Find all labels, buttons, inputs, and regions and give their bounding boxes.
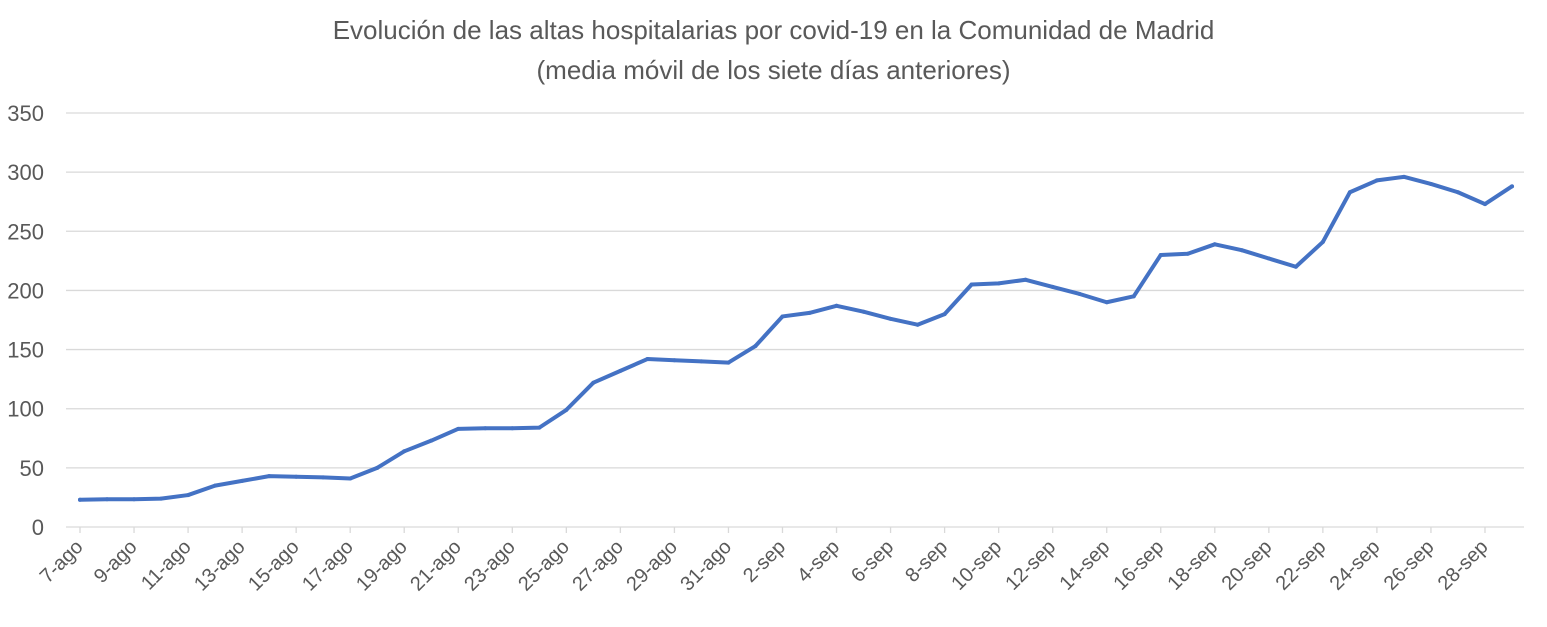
data-point (105, 497, 110, 502)
x-axis-ticks: 7-ago 9-ago11-ago13-ago15-ago17-ago19-ago… (36, 527, 1493, 596)
data-point (1266, 256, 1271, 261)
data-point (1401, 174, 1406, 179)
chart-subtitle: (media móvil de los siete días anteriore… (536, 55, 1011, 85)
data-point (888, 316, 893, 321)
chart-title: Evolución de las altas hospitalarias por… (332, 15, 1215, 45)
y-tick-label: 0 (32, 515, 44, 540)
series-layer (78, 174, 1514, 502)
x-tick-label: 25-ago (514, 536, 574, 596)
data-point (456, 426, 461, 431)
data-point (186, 493, 191, 498)
data-point (132, 497, 137, 502)
data-point (402, 449, 407, 454)
data-point (375, 465, 380, 470)
x-tick-label: 14-sep (1055, 536, 1114, 595)
data-point (591, 380, 596, 385)
x-tick-label: 15-ago (244, 536, 304, 596)
data-point (1347, 190, 1352, 195)
data-point (429, 438, 434, 443)
x-tick-label: 8-sep (901, 536, 952, 587)
x-tick-label: 21-ago (406, 536, 466, 596)
data-point (672, 358, 677, 363)
data-point (699, 359, 704, 364)
series-line-0 (78, 174, 1514, 502)
x-tick-label: 20-sep (1218, 536, 1277, 595)
data-point (213, 483, 218, 488)
data-point (1023, 277, 1028, 282)
y-tick-label: 150 (7, 338, 44, 363)
x-tick-label: 28-sep (1434, 536, 1493, 595)
x-tick-label: 13-ago (190, 536, 250, 596)
data-point (1077, 291, 1082, 296)
x-tick-label: 12-sep (1001, 536, 1060, 595)
data-point (1374, 178, 1379, 183)
data-point (1131, 294, 1136, 299)
data-point (510, 426, 515, 431)
data-point (726, 360, 731, 365)
data-point (861, 309, 866, 314)
gridlines (66, 112, 1524, 528)
data-point (1293, 264, 1298, 269)
x-tick-label: 31-ago (676, 536, 736, 596)
data-point (240, 478, 245, 483)
data-point (267, 474, 272, 479)
x-tick-label: 26-sep (1380, 536, 1439, 595)
data-point (1158, 252, 1163, 257)
x-tick-label: 18-sep (1164, 536, 1223, 595)
x-tick-label: 22-sep (1272, 536, 1331, 595)
data-point (537, 425, 542, 430)
y-tick-label: 200 (7, 278, 44, 303)
data-point (942, 312, 947, 317)
x-tick-label: 27-ago (568, 536, 628, 596)
data-point (1239, 248, 1244, 253)
y-tick-label: 100 (7, 397, 44, 422)
data-point (618, 368, 623, 373)
y-tick-label: 300 (7, 160, 44, 185)
data-point (1050, 284, 1055, 289)
x-tick-label: 23-ago (460, 536, 520, 596)
data-point (483, 426, 488, 431)
x-tick-label: 10-sep (947, 536, 1006, 595)
data-point (348, 476, 353, 481)
y-tick-label: 350 (7, 101, 44, 126)
x-tick-label: 16-sep (1109, 536, 1168, 595)
x-tick-label: 17-ago (298, 536, 358, 596)
data-point (321, 475, 326, 480)
data-point (1482, 202, 1487, 207)
data-point (1428, 181, 1433, 186)
data-point (294, 474, 299, 479)
data-point (807, 310, 812, 315)
x-tick-label: 7-ago (36, 536, 88, 588)
x-tick-label: 4-sep (793, 536, 844, 587)
data-point (78, 497, 82, 502)
data-point (1320, 239, 1325, 244)
data-point (1510, 184, 1514, 189)
y-tick-label: 50 (20, 456, 44, 481)
data-point (159, 496, 164, 501)
x-tick-label: 29-ago (622, 536, 682, 596)
y-tick-label: 250 (7, 219, 44, 244)
x-tick-label: 6-sep (847, 536, 898, 587)
data-point (1212, 242, 1217, 247)
data-point (564, 407, 569, 412)
data-point (915, 322, 920, 327)
x-tick-label: 19-ago (352, 536, 412, 596)
data-point (780, 314, 785, 319)
x-tick-label: 24-sep (1326, 536, 1385, 595)
data-point (1104, 300, 1109, 305)
data-point (645, 357, 650, 362)
data-point (1455, 190, 1460, 195)
x-tick-label: 9-ago (90, 536, 142, 588)
y-axis-ticks: 0 50 100 150 200 250 300 350 (7, 101, 44, 540)
x-tick-label: 11-ago (137, 536, 196, 595)
x-tick-label: 2-sep (739, 536, 790, 587)
data-point (1185, 251, 1190, 256)
data-point (969, 282, 974, 287)
data-point (834, 303, 839, 308)
data-point (753, 344, 758, 349)
data-point (996, 281, 1001, 286)
